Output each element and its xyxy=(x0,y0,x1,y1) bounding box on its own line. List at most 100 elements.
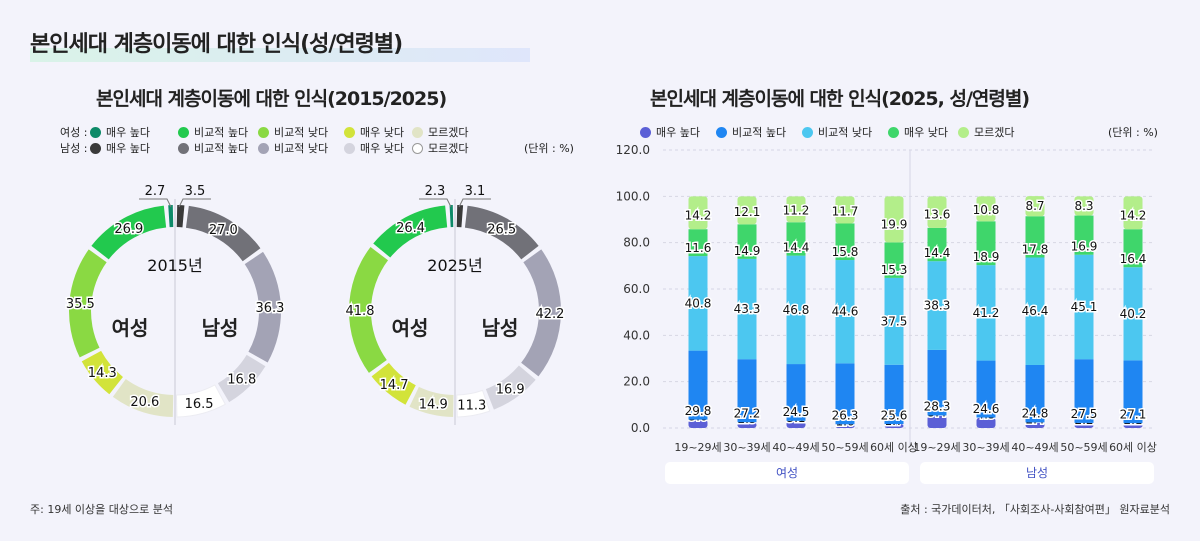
x-tick-label: 50~59세 xyxy=(821,441,868,454)
legend-male-item-1: 비교적 높다 xyxy=(178,140,258,156)
donut-legend-female: 여성 : 매우 높다 비교적 높다 비교적 낮다 매우 낮다 모르겠다 xyxy=(60,124,472,140)
legend-female-label-4: 모르겠다 xyxy=(428,126,469,139)
donut-1-female-label: 여성 xyxy=(392,316,429,340)
bar-0-label-4: 14.2 xyxy=(685,208,712,222)
bar-legend-label-2: 비교적 낮다 xyxy=(818,126,873,139)
bar-2-label-1: 24.5 xyxy=(783,405,810,419)
legend-male-label: 남성 : xyxy=(60,142,88,155)
legend-female-item-2: 비교적 낮다 xyxy=(258,124,344,140)
bar-9-seg-0 xyxy=(1123,423,1143,428)
donut-0-female-leader xyxy=(139,198,172,208)
donut-1-male-slice-3 xyxy=(485,365,536,410)
bar-1-seg-3 xyxy=(737,224,757,259)
bar-legend-swatch-4 xyxy=(958,126,969,138)
bar-7-label-4: 8.7 xyxy=(1025,199,1044,213)
bar-9-seg-1 xyxy=(1123,360,1143,424)
donut-1-male-leader xyxy=(458,198,491,208)
y-tick-label: 0.0 xyxy=(631,421,650,435)
bar-0-seg-1 xyxy=(688,350,708,420)
bar-5-seg-3 xyxy=(927,227,947,262)
donut-0-male-value-2: 36.3 xyxy=(255,301,284,316)
bar-5-seg-1 xyxy=(927,349,947,416)
donut-0-female-slice-0 xyxy=(168,205,174,228)
legend-male-label-1: 비교적 높다 xyxy=(194,142,249,155)
bar-7-seg-2 xyxy=(1025,257,1045,365)
bar-4-seg-0 xyxy=(884,424,904,428)
bar-8-label-3: 16.9 xyxy=(1071,240,1098,254)
legend-male-item-0: 매우 높다 xyxy=(90,140,178,156)
legend-male-swatch-0 xyxy=(90,142,101,154)
bar-7-seg-4 xyxy=(1025,196,1045,217)
y-tick-label: 60.0 xyxy=(623,282,650,296)
bar-0-label-3: 11.6 xyxy=(685,241,712,255)
legend-female-swatch-4 xyxy=(412,126,423,138)
legend-male-item-3: 매우 낮다 xyxy=(344,140,412,156)
bar-1-label-2: 43.3 xyxy=(734,302,761,316)
bar-legend-item-1: 비교적 높다 xyxy=(716,124,802,140)
donut-1-male-slice-1 xyxy=(464,205,539,260)
x-tick-label: 40~49세 xyxy=(1011,441,1058,454)
bar-4-label-3: 15.3 xyxy=(881,263,908,277)
donut-0-female-slice-2 xyxy=(69,249,107,358)
bar-1-label-1: 27.2 xyxy=(734,406,761,420)
donut-0-male-slice-0 xyxy=(176,205,185,228)
bar-8-label-2: 45.1 xyxy=(1071,300,1098,314)
bar-chart-title: 본인세대 계층이동에 대한 인식(2025, 성/연령별) xyxy=(650,88,1030,110)
bar-5-label-4: 13.6 xyxy=(924,207,951,221)
bar-9-label-3: 16.4 xyxy=(1120,252,1147,266)
donut-1-female-value-4: 14.9 xyxy=(419,397,448,412)
donut-0-male-value-0: 3.5 xyxy=(185,184,206,199)
bar-8-label-1: 27.5 xyxy=(1071,407,1098,421)
y-tick-label: 40.0 xyxy=(623,328,650,342)
donut-0-male-value-4: 16.5 xyxy=(185,397,214,412)
donut-0-male-slice-3 xyxy=(217,354,266,403)
bar-1-label-3: 14.9 xyxy=(734,244,761,258)
bar-8-label-4: 8.3 xyxy=(1074,199,1093,213)
bar-8-seg-3 xyxy=(1074,215,1094,255)
donut-1-male-value-1: 26.5 xyxy=(487,222,516,237)
footnote: 주: 19세 이상을 대상으로 분석 xyxy=(30,503,174,516)
donut-1-female-value-1: 26.4 xyxy=(396,221,425,236)
bar-4-label-4: 19.9 xyxy=(881,218,908,232)
donut-0-male-leader xyxy=(178,198,211,208)
bar-1-label-4: 12.1 xyxy=(734,205,761,219)
source-note: 출처 : 국가데이터처, 「사회조사-사회참여편」 원자료분석 xyxy=(900,503,1170,516)
bar-4-seg-1 xyxy=(884,364,904,425)
legend-female-label-1: 비교적 높다 xyxy=(194,126,249,139)
y-tick-label: 20.0 xyxy=(623,375,650,389)
donut-1-female-value-0: 2.3 xyxy=(425,184,446,199)
legend-female-swatch-0 xyxy=(90,126,101,138)
donut-0-male-slice-1 xyxy=(185,205,261,262)
bar-7-label-3: 17.8 xyxy=(1022,242,1049,256)
donut-0-year: 2015년 xyxy=(147,256,202,275)
donut-1-male-slice-4 xyxy=(456,389,491,418)
donut-0-female-value-0: 2.7 xyxy=(145,184,166,199)
bar-2-seg-2 xyxy=(786,255,806,365)
bar-8-seg-4 xyxy=(1074,196,1094,216)
donut-0-female-label: 여성 xyxy=(112,316,149,340)
donut-1-male-value-4: 11.3 xyxy=(457,399,486,414)
donut-0-female-value-2: 35.5 xyxy=(66,297,95,312)
x-tick-label: 60세 이상 xyxy=(870,441,918,454)
x-tick-label: 50~59세 xyxy=(1060,441,1107,454)
bar-3-seg-4 xyxy=(835,196,855,224)
bar-legend-label-3: 매우 낮다 xyxy=(904,126,948,139)
bar-4-seg-2 xyxy=(884,277,904,365)
bar-legend-label-0: 매우 높다 xyxy=(656,126,700,139)
bar-5-seg-0 xyxy=(927,415,947,428)
legend-female-swatch-3 xyxy=(344,126,355,138)
bar-legend-item-4: 모르겠다 xyxy=(958,124,1018,140)
bar-1-seg-4 xyxy=(737,196,757,225)
bar-7-seg-3 xyxy=(1025,216,1045,258)
legend-female-label: 여성 : xyxy=(60,126,88,139)
donut-1-male-label: 남성 xyxy=(482,316,519,340)
donut-1-female-value-2: 41.8 xyxy=(346,304,375,319)
y-tick-label: 80.0 xyxy=(623,236,650,250)
donut-0-male-value-3: 16.8 xyxy=(227,373,256,388)
legend-male-label-0: 매우 높다 xyxy=(106,142,150,155)
bar-3-label-4: 11.7 xyxy=(832,204,859,218)
bar-3-seg-3 xyxy=(835,223,855,261)
bar-1-seg-1 xyxy=(737,359,757,423)
bar-8-seg-2 xyxy=(1074,254,1094,360)
title-highlight xyxy=(30,48,530,62)
